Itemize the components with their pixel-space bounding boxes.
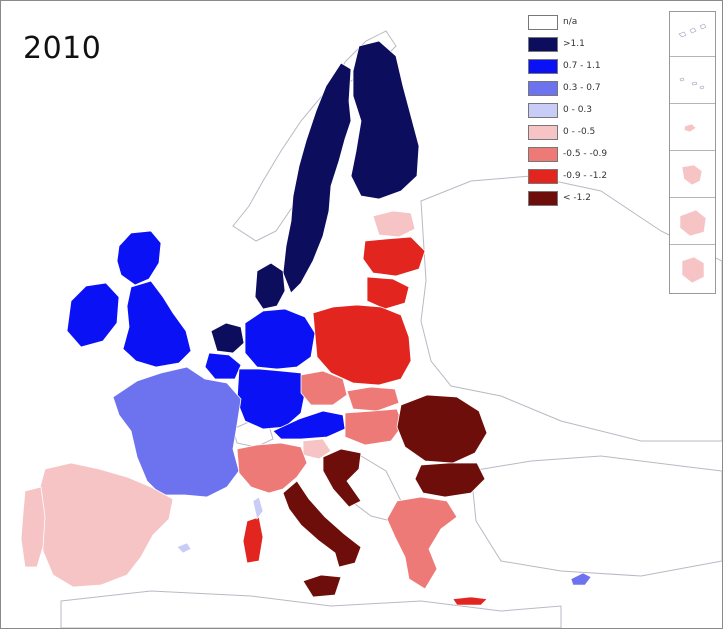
legend-label: >1.1 (563, 39, 585, 49)
inset-azores-map (679, 77, 705, 90)
legend-label: -0.5 - -0.9 (563, 149, 608, 159)
inset-shape (679, 209, 707, 237)
region-belgium (204, 352, 242, 380)
inset-shape (679, 77, 705, 90)
eu-regions (20, 40, 488, 598)
region-romania (396, 394, 488, 464)
region-southern-italy (282, 480, 362, 568)
legend-swatch (528, 14, 558, 30)
legend-swatch (528, 102, 558, 118)
legend-swatch (528, 168, 558, 184)
region-scotland (116, 230, 162, 286)
corsica-island (252, 496, 264, 520)
inset-madeira (670, 106, 715, 151)
region-slovakia (346, 386, 400, 412)
inset-shape (683, 123, 697, 133)
legend-swatch (528, 36, 558, 52)
legend-item: >1.1 (528, 33, 607, 55)
inset-martinique-map (679, 209, 707, 237)
region-greece (386, 496, 458, 590)
inset-reunion-map (681, 256, 705, 284)
islands (176, 496, 592, 606)
region-latvia (362, 236, 426, 277)
crete-island (452, 596, 488, 606)
legend-label: 0.7 - 1.1 (563, 61, 601, 71)
cyprus-island (570, 572, 592, 586)
legend-label: < -1.2 (563, 193, 591, 203)
inset-madeira-map (683, 123, 697, 133)
outermost-regions-insets (669, 11, 716, 294)
legend-item: < -1.2 (528, 187, 607, 209)
region-sardinia (242, 516, 264, 564)
region-bulgaria (414, 462, 486, 498)
inset-shape (678, 23, 707, 38)
legend-item: 0.7 - 1.1 (528, 55, 607, 77)
region-france (112, 366, 242, 498)
legend-swatch (528, 58, 558, 74)
region-denmark (254, 262, 286, 310)
turkey-land (470, 455, 722, 577)
legend-swatch (528, 146, 558, 162)
region-southern-germany (236, 368, 306, 430)
inset-guadeloupe-map (681, 164, 703, 186)
region-croatia (322, 448, 362, 508)
inset-martinique (670, 200, 715, 245)
inset-shape (681, 164, 703, 186)
region-northern-germany (244, 308, 316, 370)
legend-swatch (528, 80, 558, 96)
inset-shape (681, 256, 705, 284)
legend-label: 0.3 - 0.7 (563, 83, 601, 93)
legend-label: -0.9 - -1.2 (563, 171, 608, 181)
legend-swatch (528, 190, 558, 206)
legend-swatch (528, 124, 558, 140)
legend: n/a >1.1 0.7 - 1.1 0.3 - 0.7 0 - 0.3 0 -… (528, 11, 607, 209)
region-czechia (300, 370, 348, 406)
legend-item: n/a (528, 11, 607, 33)
region-poland (312, 304, 412, 386)
balearic-islands (176, 542, 192, 554)
region-lithuania (366, 276, 410, 310)
legend-label: 0 - -0.5 (563, 127, 596, 137)
inset-canary-map (678, 23, 707, 38)
legend-label: n/a (563, 17, 578, 27)
inset-reunion (670, 247, 715, 291)
legend-item: 0 - 0.3 (528, 99, 607, 121)
region-estonia (372, 210, 416, 238)
inset-guadeloupe (670, 153, 715, 198)
region-finland (350, 40, 420, 200)
inset-canary-islands (670, 12, 715, 57)
region-portugal (20, 486, 46, 568)
background-land (60, 30, 722, 628)
north-africa-land (60, 590, 562, 628)
year-label: 2010 (23, 31, 102, 66)
region-netherlands (210, 322, 245, 354)
legend-item: 0.3 - 0.7 (528, 77, 607, 99)
region-england (122, 280, 192, 368)
legend-item: 0 - -0.5 (528, 121, 607, 143)
legend-item: -0.9 - -1.2 (528, 165, 607, 187)
region-sicily (302, 574, 342, 598)
region-sweden (282, 62, 352, 294)
inset-azores (670, 59, 715, 104)
region-hungary (344, 408, 404, 446)
region-northern-italy (236, 442, 308, 494)
legend-label: 0 - 0.3 (563, 105, 593, 115)
legend-item: -0.5 - -0.9 (528, 143, 607, 165)
region-ireland (66, 282, 120, 348)
